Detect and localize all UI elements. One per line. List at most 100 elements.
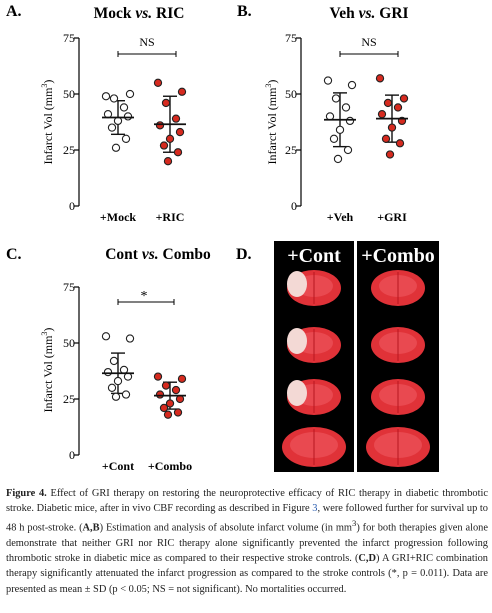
data-point — [323, 76, 333, 85]
data-point — [155, 390, 165, 399]
y-tick-label: 75 — [63, 280, 75, 294]
y-tick-label: 0 — [69, 199, 75, 213]
data-point — [163, 410, 173, 419]
y-tick-label: 0 — [291, 199, 297, 213]
data-point — [163, 157, 173, 166]
data-point — [121, 390, 131, 399]
data-point — [381, 134, 391, 143]
panel-b-title: Veh vs. GRI — [329, 5, 408, 22]
column-label-combo: +Combo — [361, 245, 435, 267]
data-point — [111, 143, 121, 152]
caption-line: mm — [335, 522, 352, 534]
caption-line: (p < 0.05; NS = not significant). No mor… — [108, 583, 347, 595]
data-point — [343, 145, 353, 155]
panel-c-significance: * — [141, 289, 148, 304]
data-point — [107, 123, 117, 132]
infarct-region — [287, 271, 307, 297]
data-point — [385, 150, 395, 159]
y-tick-label: 50 — [63, 336, 75, 350]
data-point — [153, 372, 163, 381]
caption-line: ) Estimation and analysis of absolute in… — [99, 522, 333, 534]
data-point — [107, 383, 117, 392]
caption-line: , were followed — [317, 503, 383, 515]
data-point — [161, 381, 171, 390]
data-point — [347, 80, 357, 90]
caption-line: further for survival up to 48 h post-str… — [6, 503, 488, 534]
data-point — [375, 74, 385, 83]
data-point — [173, 148, 183, 157]
data-point — [125, 334, 135, 343]
data-point — [383, 98, 393, 108]
data-point — [177, 374, 187, 383]
data-point — [103, 367, 113, 377]
data-point — [331, 94, 341, 103]
data-point — [399, 94, 409, 103]
figure-reference-link[interactable]: 3 — [312, 503, 318, 515]
data-point — [177, 87, 187, 96]
column-header-cont-bg — [274, 241, 354, 264]
data-point — [119, 103, 129, 112]
brain-slices — [282, 270, 430, 467]
caption-line: ) A GRI+RIC combination therapy signific… — [6, 553, 488, 580]
x-tick-label: +Mock — [100, 210, 136, 224]
x-tick-label: +RIC — [156, 210, 185, 224]
panel-d-letter: D. — [236, 246, 252, 263]
data-point — [173, 408, 183, 417]
y-tick-label: 75 — [63, 31, 75, 45]
data-point — [161, 98, 171, 108]
data-point — [123, 112, 133, 121]
panel-c-plot — [74, 286, 187, 456]
panel-a: A. Mock vs. RIC Infarct Vol (mm3) 75 50 … — [6, 3, 187, 224]
panel-b-y-axis-label: Infarct Vol (mm3) — [264, 80, 279, 165]
column-label-cont: +Cont — [287, 245, 341, 267]
data-point — [111, 392, 121, 401]
data-point — [153, 78, 163, 87]
data-point — [165, 399, 175, 408]
x-tick-label: +Combo — [148, 459, 192, 473]
data-point — [121, 134, 131, 143]
panel-a-plot — [74, 37, 187, 207]
figure-caption: Figure 4. Effect of GRI therapy on resto… — [6, 486, 488, 597]
y-tick-label: 25 — [63, 392, 75, 406]
panel-a-significance: NS — [139, 35, 154, 49]
panel-b-letter: B. — [237, 3, 252, 20]
data-point — [175, 127, 185, 137]
caption-line: respective stroke controls. ( — [242, 553, 359, 565]
y-tick-label: 0 — [69, 448, 75, 462]
figure-label: Figure 4. — [6, 488, 47, 499]
data-point — [395, 139, 405, 148]
data-point — [159, 141, 169, 150]
data-point — [101, 92, 111, 101]
data-point — [171, 385, 181, 395]
data-point — [159, 403, 169, 413]
y-tick-label: 25 — [63, 143, 75, 157]
panel-a-letter: A. — [6, 3, 22, 20]
panel-b: B. Veh vs. GRI Infarct Vol (mm3) 75 50 2… — [237, 3, 409, 224]
infarct-region — [287, 328, 307, 354]
data-point — [101, 332, 111, 341]
caption-line: progression as compared to the stroke co… — [6, 568, 488, 595]
data-point — [329, 134, 339, 143]
column-header-combo-bg — [357, 241, 439, 264]
data-point — [171, 114, 181, 123]
caption-bold: C,D — [358, 553, 377, 565]
caption-sup: 3 — [351, 518, 357, 529]
panel-c-y-axis-label: Infarct Vol (mm3) — [40, 328, 55, 413]
data-point — [377, 110, 387, 119]
infarct-region — [287, 380, 307, 406]
data-point — [113, 376, 123, 386]
y-tick-label: 25 — [285, 143, 297, 157]
caption-line: Effect of GRI therapy on restoring the n… — [50, 488, 439, 499]
data-point — [165, 134, 175, 143]
data-point — [109, 356, 119, 366]
panel-c: C. Cont vs. Combo Infarct Vol (mm3) 75 5… — [6, 246, 211, 473]
panel-b-significance: NS — [361, 35, 376, 49]
panel-c-letter: C. — [6, 246, 22, 263]
panel-d: D. +Cont +Combo — [236, 241, 439, 472]
y-tick-label: 50 — [285, 87, 297, 101]
x-tick-label: +Veh — [327, 210, 354, 224]
panel-a-title: Mock vs. RIC — [94, 5, 185, 22]
x-tick-label: +GRI — [377, 210, 407, 224]
y-tick-label: 50 — [63, 87, 75, 101]
data-point — [345, 116, 355, 126]
